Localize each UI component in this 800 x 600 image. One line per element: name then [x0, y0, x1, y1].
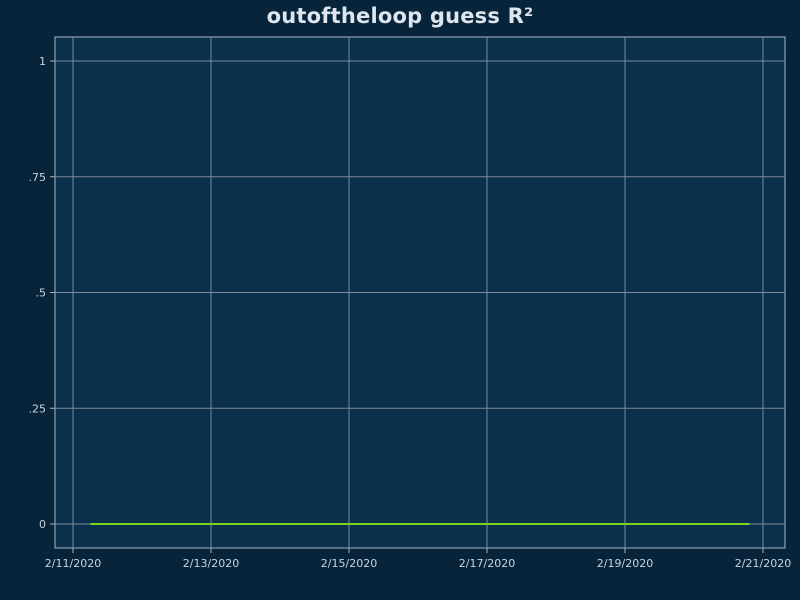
y-tick-label: .75	[29, 171, 47, 184]
x-tick-label: 2/15/2020	[321, 557, 377, 570]
chart-title: outoftheloop guess R²	[266, 4, 534, 28]
y-tick-label: 0	[39, 518, 46, 531]
x-tick-label: 2/19/2020	[597, 557, 653, 570]
x-tick-label: 2/11/2020	[45, 557, 101, 570]
y-tick-label: 1	[39, 55, 46, 68]
y-tick-label: .25	[29, 402, 47, 415]
x-tick-label: 2/17/2020	[459, 557, 515, 570]
axis-layer: 0 .25 .5 .75 1 2/11/2020 2/13/2020 2/15/2020 2/1…	[29, 55, 792, 570]
grid-layer	[55, 37, 785, 548]
y-tick-label: .5	[36, 287, 47, 300]
x-tick-label: 2/13/2020	[183, 557, 239, 570]
x-tick-label: 2/21/2020	[735, 557, 791, 570]
